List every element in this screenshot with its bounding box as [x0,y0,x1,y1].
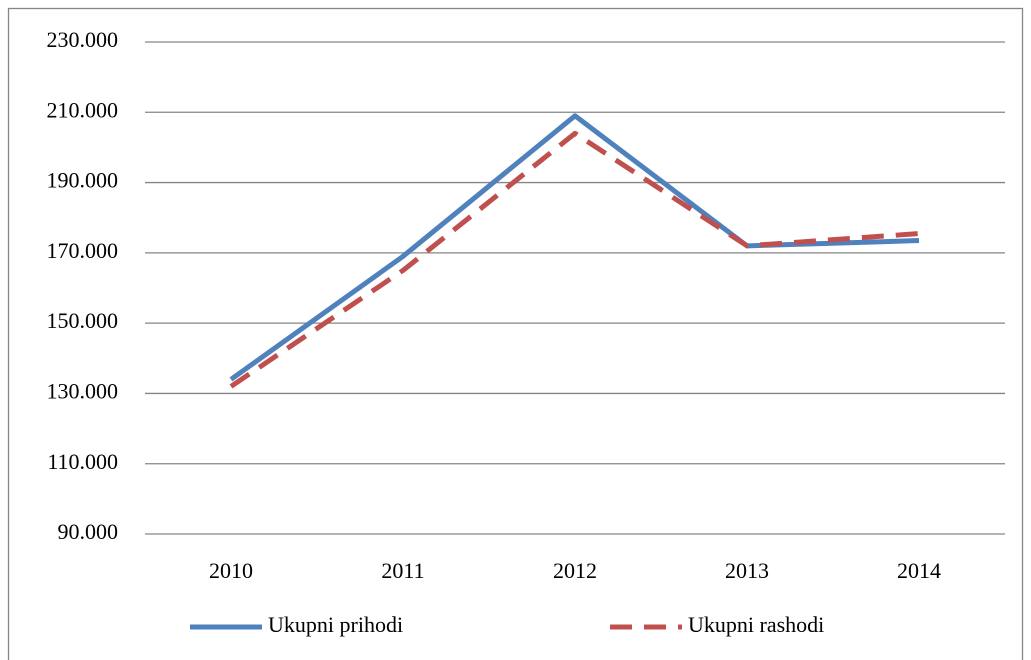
y-tick-label: 150.000 [47,308,119,333]
y-tick-label: 110.000 [47,449,118,474]
y-tick-label: 170.000 [47,238,119,263]
chart-frame [7,7,1024,660]
x-tick-label: 2014 [897,558,941,583]
legend-label: Ukupni prihodi [268,612,403,637]
y-tick-label: 130.000 [47,378,119,403]
y-tick-label: 190.000 [47,168,119,193]
y-tick-label: 90.000 [58,519,119,544]
x-tick-label: 2011 [381,558,424,583]
y-tick-label: 230.000 [47,27,119,52]
x-tick-label: 2012 [553,558,597,583]
series-line [229,130,920,389]
series-line [229,113,920,382]
legend-label: Ukupni rashodi [688,612,824,637]
x-tick-label: 2013 [725,558,769,583]
y-tick-label: 210.000 [47,97,119,122]
x-tick-label: 2010 [209,558,253,583]
